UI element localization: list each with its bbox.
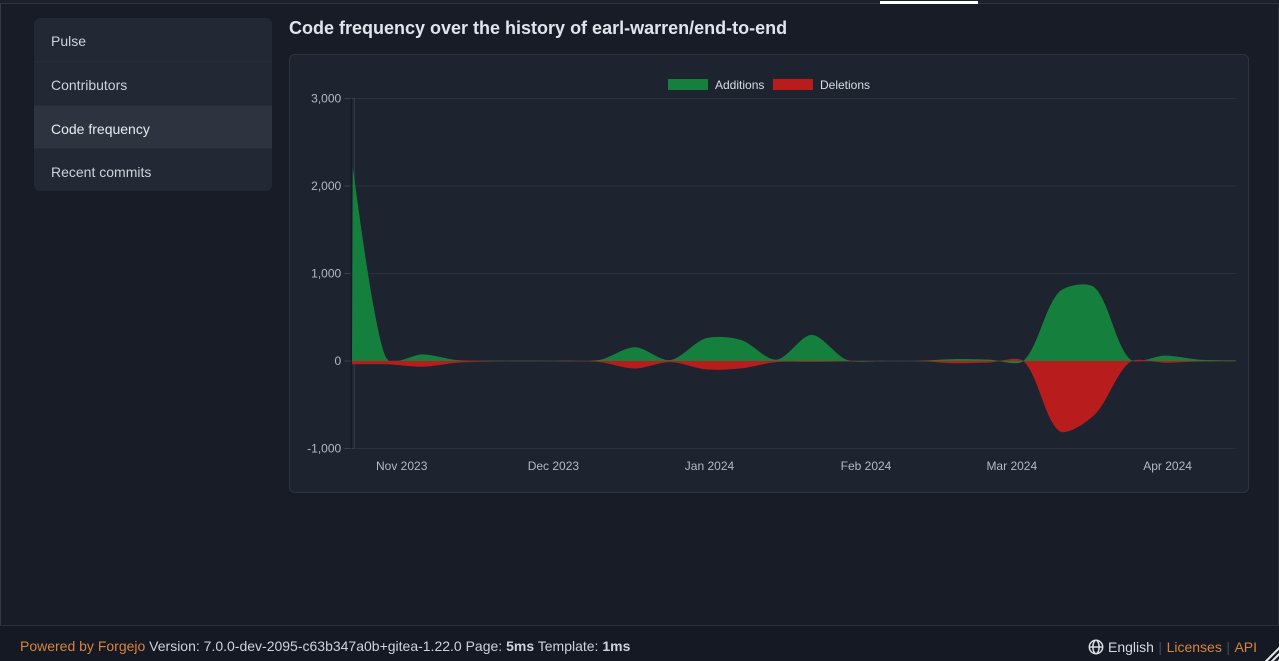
svg-text:3,000: 3,000 — [311, 92, 341, 106]
svg-text:Deletions: Deletions — [820, 78, 870, 92]
svg-text:0: 0 — [335, 354, 342, 368]
svg-text:Nov 2023: Nov 2023 — [376, 459, 428, 473]
svg-text:Feb 2024: Feb 2024 — [841, 459, 892, 473]
svg-text:Additions: Additions — [715, 78, 764, 92]
svg-text:Apr 2024: Apr 2024 — [1143, 459, 1192, 473]
svg-text:-1,000: -1,000 — [307, 442, 341, 456]
svg-text:2,000: 2,000 — [311, 179, 341, 193]
svg-text:1,000: 1,000 — [311, 267, 341, 281]
svg-text:Mar 2024: Mar 2024 — [986, 459, 1037, 473]
svg-text:Jan 2024: Jan 2024 — [685, 459, 735, 473]
svg-text:Dec 2023: Dec 2023 — [528, 459, 580, 473]
